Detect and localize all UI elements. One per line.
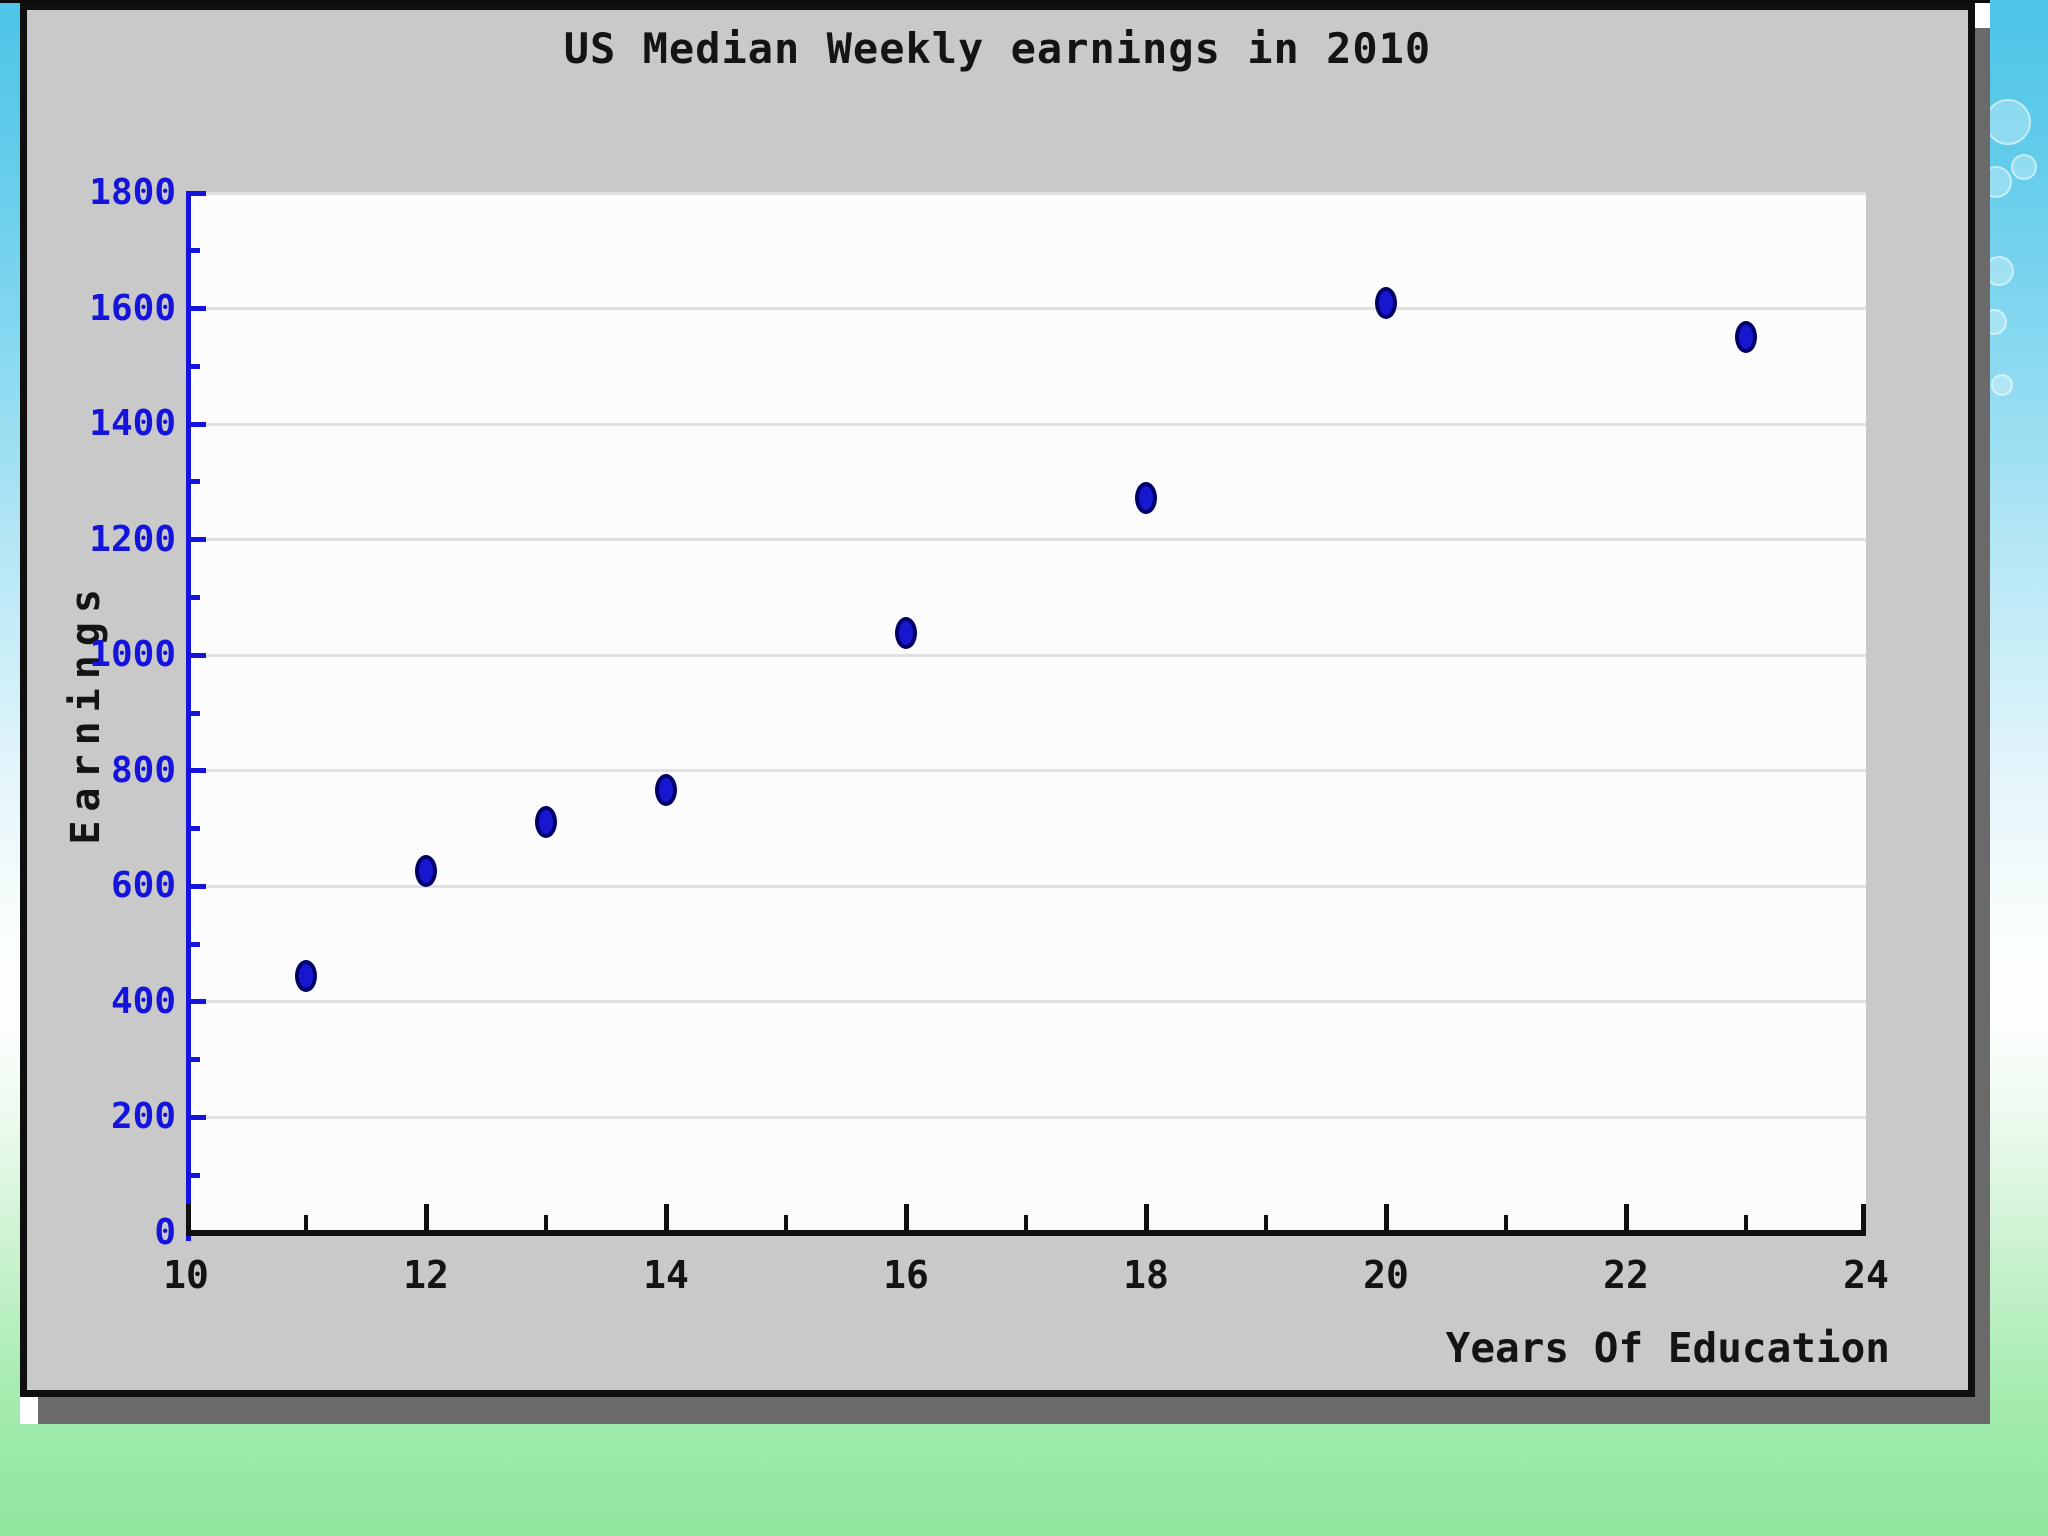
x-minor-tick [1024, 1215, 1028, 1230]
y-tick-label: 800 [110, 749, 176, 791]
x-minor-tick [304, 1215, 308, 1230]
x-minor-tick [1744, 1215, 1748, 1230]
x-major-tick [423, 1204, 429, 1230]
bubble-icon [2011, 154, 2037, 180]
y-gridline [186, 1000, 1866, 1004]
y-gridline [186, 422, 1866, 426]
y-gridline [186, 653, 1866, 657]
y-minor-tick [186, 1172, 200, 1178]
y-major-tick [186, 190, 206, 196]
y-tick-label: 400 [110, 980, 176, 1022]
y-minor-tick [186, 363, 200, 369]
x-tick-label: 10 [163, 1253, 209, 1297]
top-border-line [0, 0, 1990, 3]
x-major-tick [186, 1204, 191, 1230]
y-minor-tick [186, 1057, 200, 1063]
x-tick-label: 18 [1123, 1253, 1169, 1297]
y-minor-tick [186, 710, 200, 716]
data-point [655, 773, 677, 806]
y-minor-tick [186, 248, 200, 254]
y-gridline [186, 884, 1866, 888]
y-major-tick [186, 883, 206, 889]
y-minor-tick [186, 826, 200, 832]
y-tick-label: 1000 [89, 634, 176, 676]
data-point [535, 805, 557, 838]
y-major-tick [186, 652, 206, 658]
data-point [295, 960, 317, 993]
data-point [895, 617, 917, 650]
data-point [1735, 320, 1757, 353]
y-major-tick [186, 537, 206, 543]
x-tick-label: 24 [1843, 1253, 1889, 1297]
y-tick-label: 0 [154, 1212, 176, 1253]
bubble-icon [1991, 374, 2013, 396]
y-tick-label: 1800 [89, 172, 176, 213]
data-point [415, 855, 437, 888]
y-major-tick [186, 1114, 206, 1120]
y-tick-label: 600 [110, 865, 176, 907]
y-minor-tick [186, 479, 200, 485]
plot-area: 0 200 400 600 800 1000 1200 1400 1600 1800 10 12 14 1… [89, 173, 1889, 1296]
y-tick-label: 1200 [89, 518, 176, 560]
x-major-tick [903, 1204, 909, 1230]
x-tick-label: 20 [1363, 1253, 1409, 1297]
x-minor-tick [1264, 1215, 1268, 1230]
y-gridline [186, 191, 1866, 195]
x-major-tick [1861, 1204, 1866, 1230]
y-minor-tick [186, 941, 200, 947]
y-gridline [186, 538, 1866, 542]
y-major-tick [186, 306, 206, 312]
x-tick-label: 14 [643, 1253, 689, 1297]
x-axis-title: Years Of Education [1445, 1324, 1890, 1372]
x-axis-line [186, 1230, 1866, 1236]
bubble-icon [1985, 99, 2031, 145]
chart-panel: US Median Weekly earnings in 2010 Earnin… [20, 3, 1975, 1397]
y-axis-title: Earnings [63, 580, 109, 845]
x-major-tick [1383, 1204, 1389, 1230]
x-minor-tick [1504, 1215, 1508, 1230]
x-minor-tick [544, 1215, 548, 1230]
y-tick-label: 1400 [89, 403, 176, 445]
y-gridline [186, 769, 1866, 773]
chart-title: US Median Weekly earnings in 2010 [563, 24, 1432, 73]
y-tick-label: 1600 [89, 287, 176, 329]
x-minor-tick [784, 1215, 788, 1230]
x-major-tick [663, 1204, 669, 1230]
y-major-tick [186, 768, 206, 774]
y-major-tick [186, 421, 206, 427]
y-major-tick [186, 999, 206, 1005]
y-minor-tick [186, 594, 200, 600]
y-gridline [186, 307, 1866, 311]
x-major-tick [1143, 1204, 1149, 1230]
data-point [1375, 286, 1397, 319]
data-point [1135, 482, 1157, 515]
x-tick-label: 12 [403, 1253, 449, 1297]
x-major-tick [1623, 1204, 1629, 1230]
x-tick-label: 22 [1603, 1253, 1649, 1297]
chart-image: US Median Weekly earnings in 2010 Earnin… [20, 0, 1990, 1424]
y-axis-line [186, 193, 191, 1241]
y-gridline [186, 1115, 1866, 1119]
y-tick-label: 200 [110, 1096, 176, 1138]
x-tick-label: 16 [883, 1253, 929, 1297]
